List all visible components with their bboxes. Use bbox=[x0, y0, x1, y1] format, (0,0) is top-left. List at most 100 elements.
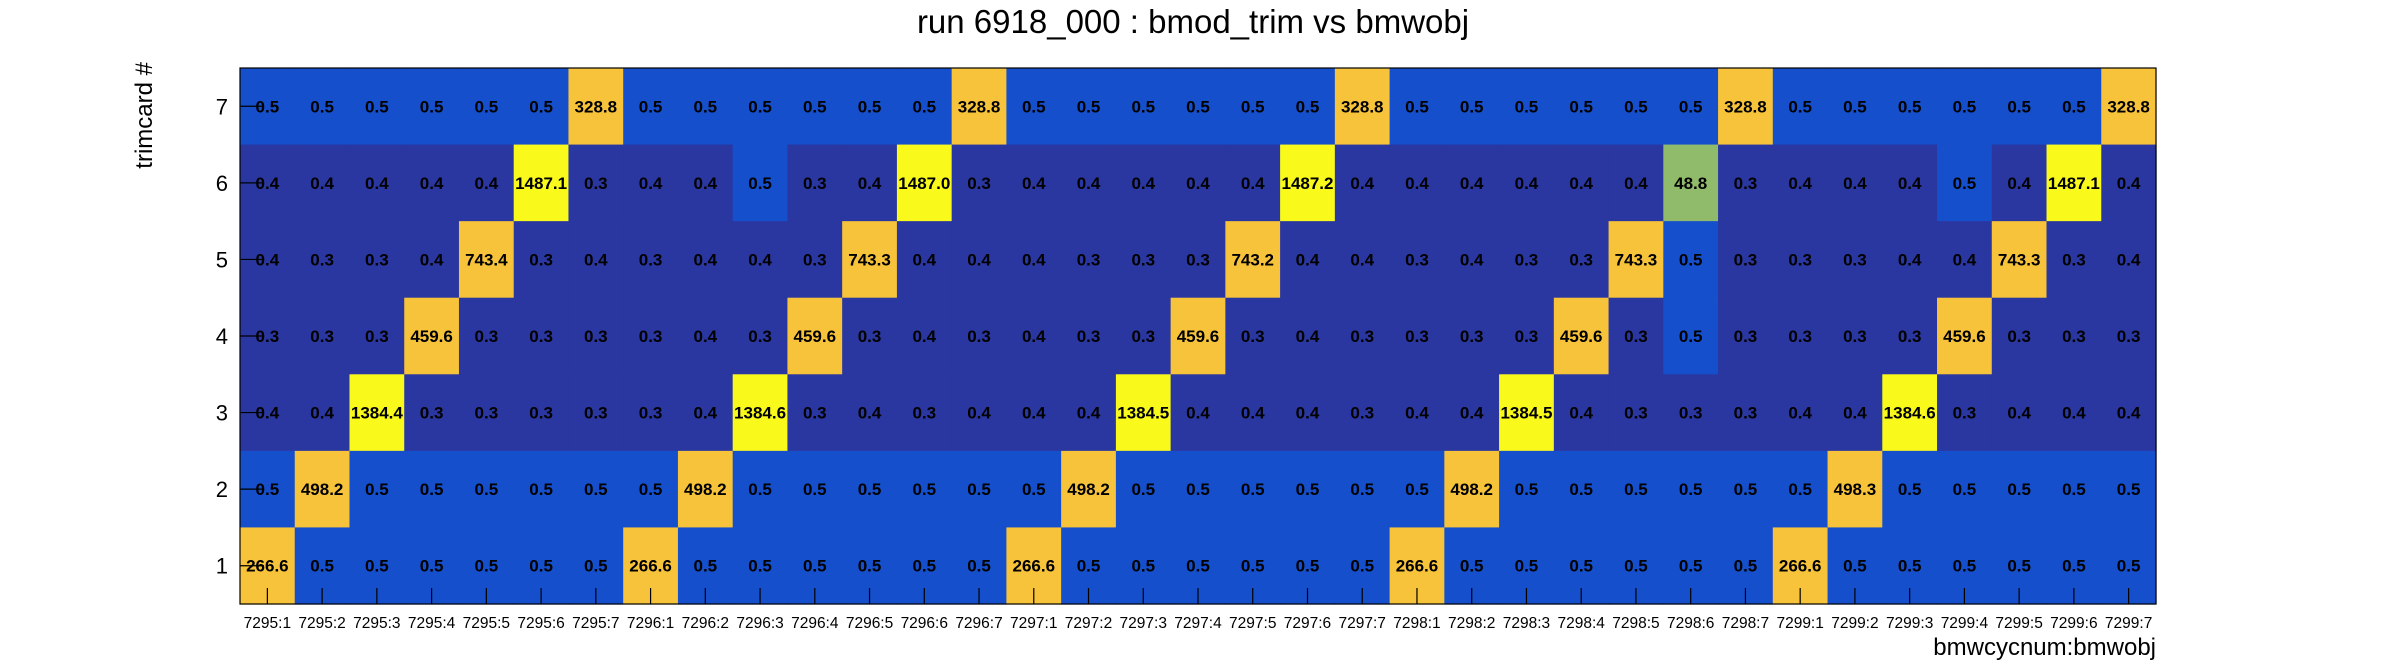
heatmap-cell-label: 0.5 bbox=[584, 480, 608, 499]
heatmap-cell-label: 0.4 bbox=[1241, 404, 1265, 423]
heatmap-cell-label: 0.4 bbox=[1569, 404, 1593, 423]
heatmap-cell bbox=[1280, 450, 1336, 529]
heatmap-cell-label: 0.4 bbox=[1788, 404, 1812, 423]
heatmap-cell bbox=[896, 221, 953, 299]
heatmap-cell bbox=[951, 144, 1007, 222]
heatmap-cell-label: 0.5 bbox=[1405, 480, 1429, 499]
heatmap-cell bbox=[294, 68, 351, 146]
heatmap-cell-label: 0.4 bbox=[693, 250, 717, 269]
heatmap-cell bbox=[1718, 221, 1774, 299]
heatmap-cell bbox=[1827, 221, 1883, 299]
heatmap-cell bbox=[896, 68, 953, 146]
heatmap-cell bbox=[623, 297, 679, 375]
heatmap-cell bbox=[1115, 450, 1172, 529]
heatmap-cell bbox=[404, 144, 460, 222]
heatmap-cell-label: 0.5 bbox=[1296, 557, 1320, 576]
heatmap-cell bbox=[1553, 221, 1610, 299]
heatmap-cell bbox=[623, 221, 679, 299]
heatmap-cell bbox=[1170, 221, 1226, 299]
heatmap-cell-label: 0.3 bbox=[1569, 250, 1593, 269]
heatmap-cell bbox=[404, 297, 460, 375]
heatmap-cell bbox=[1006, 450, 1062, 529]
heatmap-cell-label: 0.3 bbox=[2117, 327, 2141, 346]
heatmap-cell bbox=[1444, 297, 1500, 375]
heatmap-cell-label: 0.5 bbox=[1186, 557, 1210, 576]
heatmap-cell bbox=[1389, 144, 1445, 222]
heatmap-cell-label: 0.5 bbox=[1077, 97, 1101, 116]
heatmap-cell-label: 0.5 bbox=[803, 557, 827, 576]
heatmap-cell bbox=[732, 374, 789, 452]
heatmap-cell bbox=[1937, 374, 1993, 452]
heatmap-cell bbox=[732, 221, 789, 299]
x-tick-label: 7299:7 bbox=[2105, 615, 2152, 632]
heatmap-cell-label: 0.5 bbox=[2117, 557, 2141, 576]
heatmap-cell bbox=[677, 68, 734, 146]
heatmap-cell-labels: 0.5 0.5 0.5 0.5 0.5 0.5 328.8 0.5 0.5 0.5 0.5 0.5 0.… bbox=[246, 97, 2150, 575]
heatmap-cell bbox=[1334, 450, 1391, 529]
heatmap-cell-label: 0.3 bbox=[2062, 327, 2086, 346]
heatmap-cell-label: 0.3 bbox=[1734, 250, 1758, 269]
heatmap-cell-label: 0.4 bbox=[310, 174, 334, 193]
heatmap-cell-label: 0.5 bbox=[858, 557, 882, 576]
heatmap-cell-label: 0.3 bbox=[748, 327, 772, 346]
heatmap-cell bbox=[458, 144, 515, 222]
heatmap-cell bbox=[1389, 374, 1445, 452]
heatmap-cell-label: 0.4 bbox=[1624, 174, 1648, 193]
heatmap-cell-label: 0.3 bbox=[1131, 250, 1155, 269]
heatmap-cell-label: 0.4 bbox=[912, 250, 936, 269]
heatmap-cell bbox=[951, 68, 1007, 146]
x-tick-label: 7299:4 bbox=[1941, 615, 1989, 632]
heatmap-cell-label: 0.5 bbox=[2062, 557, 2086, 576]
heatmap-cell-label: 0.3 bbox=[1405, 250, 1429, 269]
heatmap-cell bbox=[1937, 144, 1993, 222]
heatmap-cell-label: 0.3 bbox=[584, 404, 608, 423]
heatmap-cell bbox=[2046, 221, 2102, 299]
heatmap-cell bbox=[1115, 221, 1172, 299]
heatmap-cell bbox=[349, 297, 405, 375]
heatmap-cell-label: 0.5 bbox=[1679, 97, 1703, 116]
heatmap-cell-label: 0.5 bbox=[1131, 557, 1155, 576]
heatmap-cell bbox=[1608, 374, 1664, 452]
y-tick-label: 1 bbox=[216, 554, 228, 579]
heatmap-cell-label: 0.4 bbox=[2007, 404, 2031, 423]
x-axis-title: bmwcycnum:bmwobj bbox=[1933, 634, 2156, 661]
heatmap-cell-label: 0.4 bbox=[1296, 327, 1320, 346]
heatmap-cell-label: 1487.1 bbox=[2048, 174, 2100, 193]
heatmap-cell-label: 0.5 bbox=[1460, 97, 1484, 116]
heatmap-cell bbox=[1061, 144, 1117, 222]
heatmap-cell bbox=[404, 221, 460, 299]
heatmap-cell-label: 0.4 bbox=[1898, 250, 1922, 269]
heatmap-cell-label: 0.5 bbox=[420, 480, 444, 499]
x-tick-label: 7298:3 bbox=[1503, 615, 1550, 632]
heatmap-cell-label: 0.4 bbox=[2007, 174, 2031, 193]
heatmap-cell bbox=[1115, 297, 1172, 375]
heatmap-cell-label: 0.5 bbox=[748, 174, 772, 193]
heatmap-cell bbox=[1772, 297, 1829, 375]
heatmap-cell-label: 0.3 bbox=[529, 327, 553, 346]
heatmap-cell-label: 0.3 bbox=[803, 174, 827, 193]
heatmap-cell bbox=[2046, 68, 2102, 146]
heatmap-cell bbox=[1225, 450, 1281, 529]
heatmap-cell-label: 0.5 bbox=[1788, 480, 1812, 499]
heatmap-cell-label: 0.5 bbox=[1022, 97, 1046, 116]
heatmap-cell-label: 0.5 bbox=[1131, 97, 1155, 116]
heatmap-cell-label: 0.5 bbox=[1679, 250, 1703, 269]
x-tick-label: 7296:5 bbox=[846, 615, 893, 632]
heatmap-cell-label: 0.4 bbox=[1077, 174, 1101, 193]
heatmap-cell bbox=[1170, 450, 1226, 529]
heatmap-cell-label: 0.3 bbox=[1186, 250, 1210, 269]
heatmap-cell bbox=[1225, 374, 1281, 452]
y-axis-title: trimcard # bbox=[131, 61, 158, 168]
heatmap-cell bbox=[1444, 374, 1500, 452]
heatmap-cell-label: 0.3 bbox=[1077, 327, 1101, 346]
heatmap-cell-label: 0.4 bbox=[748, 250, 772, 269]
heatmap-cell-label: 743.3 bbox=[1615, 250, 1658, 269]
heatmap-cell-label: 0.5 bbox=[1186, 480, 1210, 499]
heatmap-cell bbox=[1827, 297, 1883, 375]
heatmap-cell bbox=[568, 297, 624, 375]
heatmap-cell-label: 0.5 bbox=[803, 480, 827, 499]
heatmap-cell bbox=[677, 221, 734, 299]
heatmap-cell-label: 0.5 bbox=[1515, 480, 1539, 499]
chart-title: run 6918_000 : bmod_trim vs bmwobj bbox=[917, 3, 1469, 40]
heatmap-cell-label: 0.5 bbox=[912, 97, 936, 116]
